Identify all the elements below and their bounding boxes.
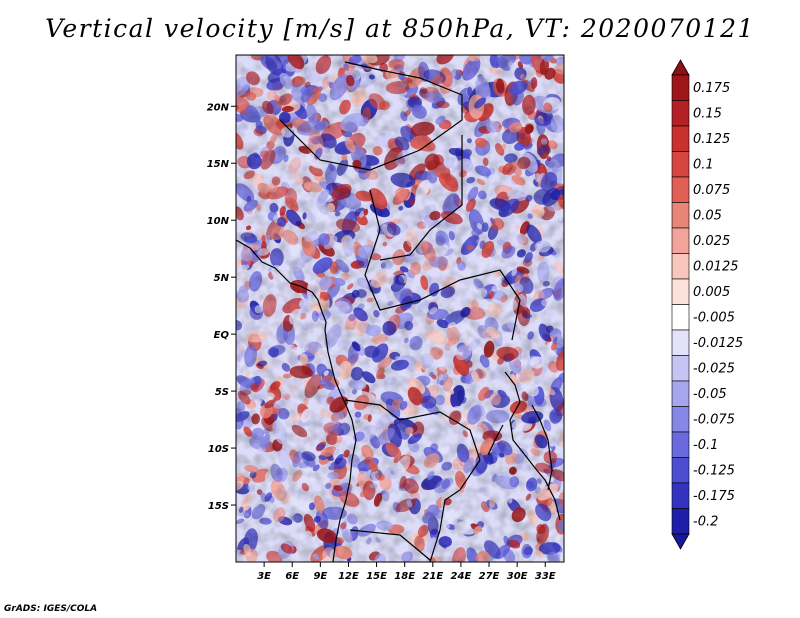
lon-tick-label: 3E <box>257 571 271 582</box>
colorbar-swatch <box>671 176 690 203</box>
lon-tick-label: 6E <box>285 571 299 582</box>
lon-tick-label: 30E <box>507 571 528 582</box>
colorbar-swatch <box>671 278 690 305</box>
colorbar-label: 0.0125 <box>693 260 739 275</box>
colorbar-top-arrow <box>671 59 690 76</box>
colorbar-label: 0.05 <box>693 209 722 224</box>
colorbar-label: 0.15 <box>693 107 722 122</box>
lat-tick-label: 5S <box>215 387 229 398</box>
colorbar-swatch <box>671 329 690 356</box>
border-chad <box>379 135 463 261</box>
colorbar-label: 0.1 <box>693 158 714 173</box>
colorbar-label: -0.1 <box>693 438 718 453</box>
east-coastline <box>504 371 561 521</box>
colorbar-swatch <box>671 304 690 331</box>
border-south2 <box>349 529 431 561</box>
lon-tick-label: 24E <box>451 571 472 582</box>
coastline-borders <box>236 61 561 562</box>
plot-frame <box>235 54 565 563</box>
colorbar-label: -0.075 <box>693 413 735 428</box>
colorbar-swatch <box>671 100 690 127</box>
longitude-ticks: 3E 6E 9E 12E 15E 18E 21E 24E 27E 30E 33E <box>257 562 556 582</box>
field-layer <box>236 55 564 562</box>
lon-tick-label: 15E <box>366 571 387 582</box>
colorbar-swatch <box>671 482 690 509</box>
colorbar-label: -0.2 <box>693 515 718 530</box>
lon-tick-label: 27E <box>479 571 500 582</box>
colorbar-label: 0.005 <box>693 285 730 300</box>
lon-tick-label: 21E <box>422 571 443 582</box>
colorbar-label: -0.05 <box>693 387 727 402</box>
lon-tick-label: 18E <box>394 571 415 582</box>
colorbar-swatch <box>671 125 690 152</box>
lon-tick-label: 9E <box>313 571 327 582</box>
colorbar-label: -0.175 <box>693 489 735 504</box>
lat-tick-label: 10N <box>207 216 230 227</box>
colorbar: 0.175 0.15 0.125 0.1 0.075 0.05 0.025 0.0125 0.0… <box>671 59 743 550</box>
colorbar-swatch <box>671 74 690 101</box>
colorbar-swatch <box>671 202 690 229</box>
colorbar-swatch <box>671 406 690 433</box>
lat-tick-label: 15N <box>207 159 230 170</box>
colorbar-label: 0.175 <box>693 81 730 96</box>
colorbar-swatch <box>671 253 690 280</box>
grads-credit: GrADS: IGES/COLA <box>4 604 98 614</box>
colorbar-swatch <box>671 227 690 254</box>
colorbar-label: -0.0125 <box>693 336 743 351</box>
map-title: Vertical velocity [m/s] at 850hPa, VT: 2… <box>45 14 755 43</box>
border-central <box>364 189 521 341</box>
lon-tick-label: 33E <box>535 571 556 582</box>
colorbar-swatch <box>671 457 690 484</box>
west-africa-coastline <box>236 239 357 562</box>
colorbar-swatch <box>671 151 690 178</box>
lat-tick-label: 20N <box>207 102 230 113</box>
lat-tick-label: 15S <box>208 501 229 512</box>
border-south <box>344 399 481 562</box>
lat-tick-label: 10S <box>208 444 229 455</box>
lake-outline <box>487 404 553 491</box>
colorbar-swatch <box>671 380 690 407</box>
colorbar-swatch <box>671 431 690 458</box>
colorbar-swatch <box>671 508 690 535</box>
colorbar-label: -0.125 <box>693 464 735 479</box>
lon-tick-label: 12E <box>338 571 359 582</box>
colorbar-label: -0.025 <box>693 362 735 377</box>
colorbar-label: 0.075 <box>693 183 730 198</box>
border-sahel <box>279 61 463 171</box>
lat-tick-label: 5N <box>214 273 230 284</box>
colorbar-bottom-arrow <box>671 533 690 550</box>
colorbar-label: -0.005 <box>693 311 735 326</box>
colorbar-swatch <box>671 355 690 382</box>
latitude-ticks: 20N 15N 10N 5N EQ 5S 10S 15S <box>207 102 236 512</box>
colorbar-label: 0.125 <box>693 132 730 147</box>
colorbar-label: 0.025 <box>693 234 730 249</box>
lat-tick-label: EQ <box>214 330 230 341</box>
